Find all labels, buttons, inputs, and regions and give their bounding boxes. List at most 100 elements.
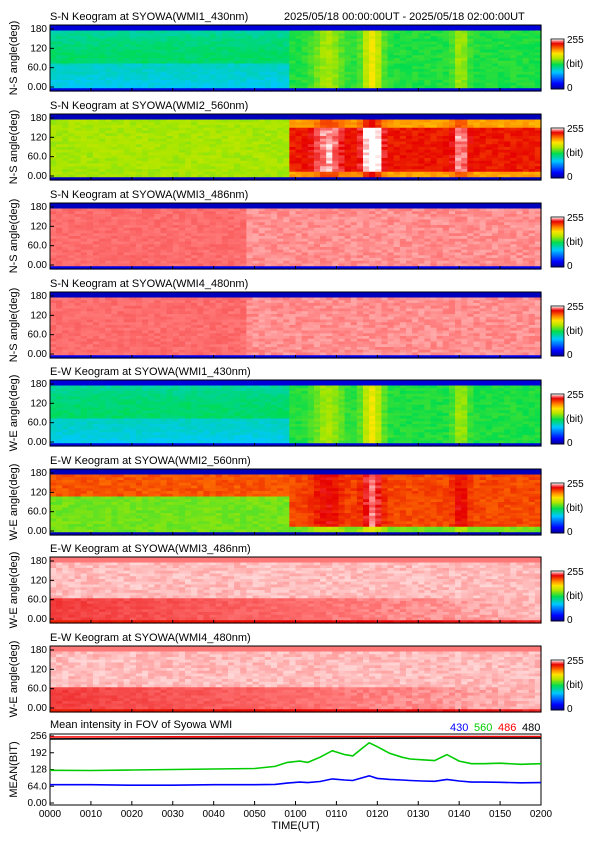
colorbar-unit-label: (bit) — [566, 680, 583, 691]
y-axis-label: N-S angle(deg) — [8, 110, 20, 185]
colorbar-unit-label: (bit) — [566, 59, 583, 70]
colorbar-min-label: 0 — [567, 438, 573, 449]
series-line-430 — [50, 774, 542, 787]
y-tick-label: 0.00 — [28, 703, 48, 714]
colorbar-min-label: 0 — [567, 172, 573, 183]
x-tick-label: 0110 — [326, 809, 348, 820]
y-tick-label: 120 — [30, 221, 47, 232]
y-axis-label: W-E angle(deg) — [8, 464, 20, 541]
panel-title: E-W Keogram at SYOWA(WMI2_560nm) — [50, 455, 251, 467]
colorbar: 255 (bit) 0 — [550, 656, 584, 715]
series-line-480 — [49, 737, 541, 740]
x-tick-label: 0120 — [366, 809, 389, 820]
keogram-panels: S-N Keogram at SYOWA(WMI1_430nm)18012060… — [8, 11, 584, 717]
panel-title: S-N Keogram at SYOWA(WMI1_430nm) — [50, 11, 248, 23]
y-tick-label: 0.00 — [28, 798, 48, 809]
keogram-panel: S-N Keogram at SYOWA(WMI2_560nm)180 120 60… — [8, 100, 584, 184]
colorbar-unit-label: (bit) — [566, 591, 583, 602]
y-tick-label: 0.00 — [28, 260, 48, 271]
y-tick-label: 120 — [30, 664, 47, 675]
colorbar-min-label: 0 — [567, 350, 573, 361]
x-tick-label: 0200 — [530, 809, 553, 820]
y-tick-label: 120 — [30, 132, 47, 143]
colorbar-unit-label: (bit) — [566, 503, 583, 514]
y-tick-label: 60.0 — [28, 330, 48, 341]
y-axis-label: N-S angle(deg) — [8, 199, 20, 274]
x-tick-label: 0150 — [489, 809, 512, 820]
colorbar-max-label: 255 — [567, 390, 584, 401]
colorbar-max-label: 255 — [567, 479, 584, 490]
y-axis-label: W-E angle(deg) — [8, 552, 20, 629]
x-tick-label: 0020 — [121, 809, 144, 820]
colorbar-max-label: 255 — [567, 567, 584, 578]
x-tick-label: 0030 — [162, 809, 185, 820]
y-axis-label: N-S angle(deg) — [8, 21, 20, 96]
y-tick-label: 60.0 — [28, 507, 48, 518]
y-tick-label: 192 — [30, 748, 47, 759]
y-tick-label: 0.00 — [28, 349, 48, 360]
y-tick-label: 180 — [30, 468, 47, 479]
y-axis-label: W-E angle(deg) — [8, 641, 20, 718]
y-tick-label: 120 — [30, 43, 47, 54]
keogram-panel: E-W Keogram at SYOWA(WMI4_480nm)180 120 60… — [8, 632, 584, 717]
colorbar-min-label: 0 — [567, 527, 573, 538]
colorbar: 255 (bit) 0 — [550, 567, 584, 626]
x-tick-label: 0010 — [80, 809, 103, 820]
x-axis-label: TIME(UT) — [271, 820, 319, 832]
colorbar-unit-label: (bit) — [566, 414, 583, 425]
y-tick-label: 120 — [30, 398, 47, 409]
y-tick-label: 60.0 — [28, 241, 48, 252]
keogram-image — [50, 469, 542, 536]
colorbar: 255 (bit) 0 — [550, 124, 584, 183]
y-tick-label: 180 — [30, 24, 47, 35]
y-tick-label: 180 — [30, 379, 47, 390]
x-tick-label: 0050 — [243, 809, 266, 820]
keogram-image — [50, 203, 542, 270]
x-tick-label: 0000 — [39, 809, 62, 820]
legend: 430 560 486 480 — [450, 722, 540, 734]
y-tick-label: 0.00 — [28, 171, 48, 182]
colorbar: 255 (bit) 0 — [550, 479, 584, 538]
y-tick-label: 60.0 — [28, 684, 48, 695]
mean-intensity-panel: Mean intensity in FOV of Syowa WMI 430 560… — [8, 719, 553, 832]
keogram-panel: S-N Keogram at SYOWA(WMI1_430nm)180 120 60… — [8, 11, 584, 95]
y-tick-label: 60.0 — [28, 152, 48, 163]
y-tick-label: 60.0 — [28, 595, 48, 606]
colorbar: 255 (bit) 0 — [550, 35, 584, 94]
legend-entry: 480 — [522, 722, 540, 734]
y-tick-label: 256 — [30, 731, 47, 742]
panel-title: E-W Keogram at SYOWA(WMI1_430nm) — [50, 366, 251, 378]
y-tick-label: 180 — [30, 645, 47, 656]
keogram-panel: E-W Keogram at SYOWA(WMI2_560nm)180 120 60… — [8, 455, 584, 540]
keogram-panel: S-N Keogram at SYOWA(WMI4_480nm)180 120 60… — [8, 278, 584, 362]
colorbar-unit-label: (bit) — [566, 148, 583, 159]
keogram-panel: E-W Keogram at SYOWA(WMI3_486nm)180 120 60… — [8, 543, 584, 628]
header-range: 2025/05/18 00:00:00UT - 2025/05/18 02:00… — [284, 11, 525, 23]
panel-title: S-N Keogram at SYOWA(WMI4_480nm) — [50, 278, 248, 290]
series-line-486 — [49, 735, 541, 738]
y-axis-label: MEAN(BIT) — [8, 741, 20, 797]
colorbar-max-label: 255 — [567, 302, 584, 313]
x-tick-label: 0130 — [407, 809, 430, 820]
keogram-image — [50, 114, 542, 181]
y-axis-label: W-E angle(deg) — [8, 375, 20, 452]
panel-title: S-N Keogram at SYOWA(WMI3_486nm) — [50, 189, 248, 201]
y-tick-label: 0.00 — [28, 614, 48, 625]
y-tick-label: 120 — [30, 575, 47, 586]
keogram-panel: S-N Keogram at SYOWA(WMI3_486nm)180 120 60… — [8, 189, 584, 273]
y-tick-label: 0.00 — [28, 82, 48, 93]
x-tick-label: 0040 — [203, 809, 226, 820]
legend-entry: 560 — [474, 722, 492, 734]
keogram-image — [50, 380, 542, 447]
y-tick-label: 128 — [30, 765, 47, 776]
colorbar-max-label: 255 — [567, 124, 584, 135]
y-tick-label: 180 — [30, 291, 47, 302]
keogram-panel: E-W Keogram at SYOWA(WMI1_430nm)180 120 60… — [8, 366, 584, 451]
colorbar-min-label: 0 — [567, 704, 573, 715]
legend-entry: 430 — [450, 722, 468, 734]
colorbar-min-label: 0 — [567, 83, 573, 94]
x-tick-label: 0140 — [448, 809, 471, 820]
colorbar-min-label: 0 — [567, 261, 573, 272]
keogram-image — [50, 292, 542, 359]
legend-entry: 486 — [498, 722, 516, 734]
